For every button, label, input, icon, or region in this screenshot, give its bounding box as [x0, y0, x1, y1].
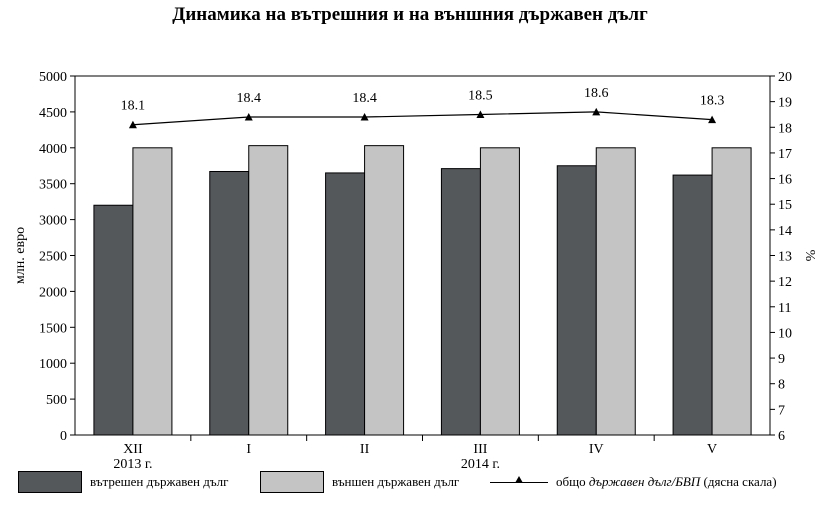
y-right-tick-label: 11 [778, 301, 791, 316]
y-left-tick-label: 2000 [39, 285, 67, 300]
legend-label-internal: вътрешен държавен дълг [90, 474, 229, 489]
x-tick-label: I [246, 442, 251, 457]
y-right-axis-title: % [802, 250, 817, 262]
x-tick-label: II [360, 442, 370, 457]
bar-internal-debt [672, 174, 713, 436]
y-left-tick-label: 5000 [39, 70, 67, 85]
data-label-debt-to-gdp: 18.6 [584, 86, 609, 101]
x-year-label: 2013 г. [113, 457, 152, 472]
bar-external-debt [479, 147, 520, 436]
x-tick-label: XII [123, 442, 143, 457]
y-left-tick-label: 1500 [39, 321, 67, 336]
point-debt-to-gdp [476, 110, 485, 118]
bar-external-debt [711, 147, 752, 436]
x-year-label: 2014 г. [461, 457, 500, 472]
point-debt-to-gdp [708, 115, 717, 124]
legend-swatch-internal [18, 471, 82, 493]
y-right-tick-label: 10 [778, 326, 792, 341]
plot-frame [74, 75, 771, 436]
y-right-tick-label: 8 [778, 378, 785, 393]
bar-internal-debt [325, 172, 366, 436]
legend-item-external: външен държавен дълг [260, 470, 459, 494]
legend-item-internal: вътрешен държавен дълг [18, 470, 228, 494]
point-debt-to-gdp [244, 113, 253, 121]
legend-swatch-external [260, 471, 324, 493]
legend-line-marker-icon [490, 471, 548, 493]
legend-label-external: външен държавен дълг [332, 474, 460, 489]
bar-internal-debt [440, 168, 481, 436]
x-tick-label: IV [589, 442, 604, 457]
y-left-tick-label: 3000 [39, 214, 67, 229]
y-right-tick-label: 13 [778, 250, 792, 265]
y-right-tick-label: 15 [778, 198, 792, 213]
bar-internal-debt [556, 165, 597, 436]
data-label-debt-to-gdp: 18.4 [237, 91, 262, 106]
point-debt-to-gdp [592, 107, 601, 116]
y-right-tick-label: 6 [778, 429, 785, 444]
y-right-tick-label: 7 [778, 403, 785, 418]
y-left-tick-label: 500 [46, 393, 67, 408]
y-right-tick-label: 9 [778, 352, 785, 367]
y-left-tick-label: 2500 [39, 250, 67, 265]
chart-title: Динамика на вътрешния и на външния държа… [172, 4, 648, 25]
y-left-tick-label: 0 [60, 429, 67, 444]
y-right-tick-label: 14 [778, 224, 792, 239]
y-left-tick-label: 1000 [39, 357, 67, 372]
line-debt-to-gdp [132, 111, 713, 126]
y-right-tick-label: 18 [778, 121, 792, 136]
point-debt-to-gdp [360, 113, 369, 121]
bar-external-debt [364, 145, 405, 436]
y-left-axis-title: млн. евро [13, 227, 28, 284]
y-right-tick-label: 20 [778, 70, 792, 85]
x-tick-label: V [707, 442, 717, 457]
x-tick-label: III [473, 442, 487, 457]
y-left-tick-label: 4500 [39, 106, 67, 121]
data-label-debt-to-gdp: 18.1 [121, 99, 146, 114]
y-right-tick-label: 16 [778, 173, 792, 188]
y-right-tick-label: 12 [778, 275, 792, 290]
y-left-tick-label: 3500 [39, 178, 67, 193]
y-left-tick-label: 4000 [39, 142, 67, 157]
legend-item-ratio: общо държавен дълг/БВП (дясна скала) [490, 470, 777, 494]
data-label-debt-to-gdp: 18.4 [352, 91, 377, 106]
legend-label-ratio: общо държавен дълг/БВП (дясна скала) [556, 474, 777, 489]
bar-external-debt [248, 145, 289, 436]
bar-external-debt [132, 147, 173, 436]
bar-internal-debt [209, 170, 250, 436]
data-label-debt-to-gdp: 18.3 [700, 94, 725, 109]
y-right-tick-label: 17 [778, 147, 792, 162]
bar-internal-debt [93, 204, 134, 436]
data-label-debt-to-gdp: 18.5 [468, 88, 493, 103]
y-right-tick-label: 19 [778, 96, 792, 111]
bar-external-debt [595, 147, 636, 436]
point-debt-to-gdp [128, 120, 137, 129]
